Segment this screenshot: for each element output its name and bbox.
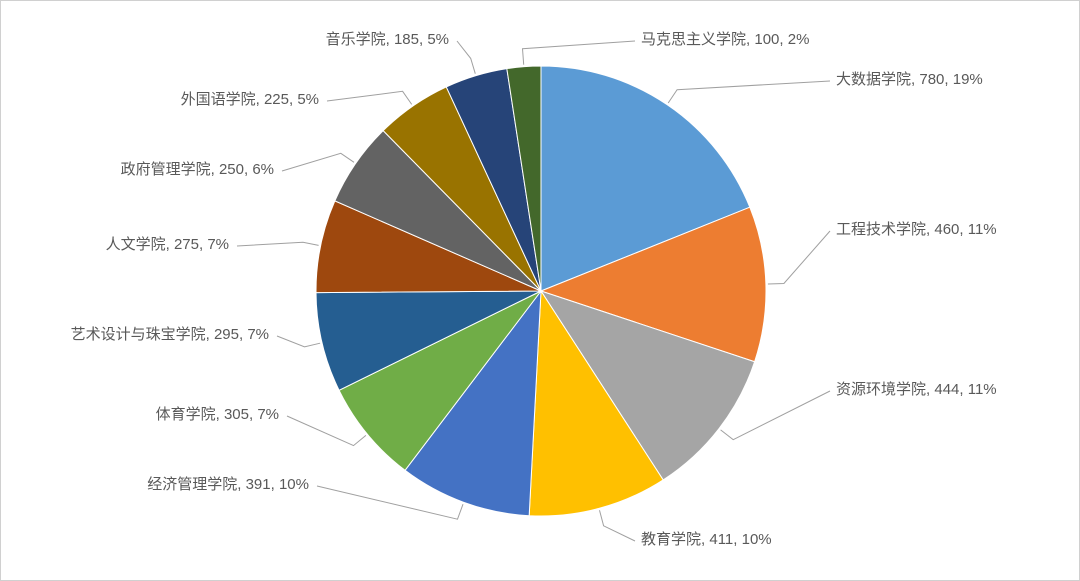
slice-label-value: 275 [174, 236, 199, 253]
leader-line [600, 510, 636, 541]
leader-line [668, 81, 830, 103]
slice-label-value: 295 [214, 326, 239, 343]
leader-line [327, 91, 412, 104]
slice-label-value: 411 [709, 531, 733, 548]
slice-label-percent: 11% [968, 381, 997, 398]
slice-label-name: 教育学院 [641, 531, 701, 548]
leader-line [457, 41, 475, 74]
slice-label-name: 体育学院 [156, 406, 216, 423]
slice-label-percent: 5% [427, 31, 449, 48]
slice-label-name: 政府管理学院 [121, 161, 211, 178]
slice-label: 人文学院, 275, 7% [106, 236, 229, 254]
slice-label: 马克思主义学院, 100, 2% [641, 31, 809, 49]
leader-line [237, 242, 319, 246]
slice-label-value: 225 [264, 91, 289, 108]
slice-label: 音乐学院, 185, 5% [326, 31, 449, 49]
slice-label: 外国语学院, 225, 5% [181, 91, 319, 109]
slice-label-name: 艺术设计与珠宝学院 [71, 326, 206, 343]
slice-label-value: 780 [919, 71, 944, 88]
pie-chart-container: 大数据学院, 780, 19% 工程技术学院, 460, 11% 资源环境学院, 4… [0, 0, 1080, 581]
slice-label-name: 资源环境学院 [836, 381, 926, 398]
slice-label-value: 185 [394, 31, 419, 48]
slice-label-value: 305 [224, 406, 249, 423]
leader-line [287, 416, 366, 446]
slice-label-value: 444 [934, 381, 959, 398]
slice-label-name: 人文学院 [106, 236, 166, 253]
slice-label: 教育学院, 411, 10% [641, 531, 772, 549]
slice-label-percent: 19% [953, 71, 983, 88]
slice-label-percent: 5% [297, 91, 319, 108]
slice-label-name: 工程技术学院 [836, 221, 926, 238]
slice-label-percent: 7% [247, 326, 269, 343]
leader-line [768, 231, 830, 284]
slice-label-name: 经济管理学院 [147, 476, 237, 493]
slice-label: 资源环境学院, 444, 11% [836, 381, 997, 399]
slice-label-value: 250 [219, 161, 244, 178]
slice-label: 体育学院, 305, 7% [156, 406, 279, 424]
slice-label-value: 460 [934, 221, 959, 238]
slice-label-percent: 6% [252, 161, 274, 178]
slice-label: 艺术设计与珠宝学院, 295, 7% [71, 326, 269, 344]
slice-label-percent: 11% [968, 221, 997, 238]
slice-label-percent: 7% [207, 236, 229, 253]
leader-line [523, 41, 636, 65]
slice-label-percent: 2% [788, 31, 810, 48]
slice-label-value: 391 [246, 476, 271, 493]
slice-label: 经济管理学院, 391, 10% [147, 476, 309, 494]
slice-label: 工程技术学院, 460, 11% [836, 221, 997, 239]
slice-label-value: 100 [754, 31, 779, 48]
slice-label-percent: 10% [279, 476, 309, 493]
slice-label: 政府管理学院, 250, 6% [121, 161, 274, 179]
slice-label: 大数据学院, 780, 19% [836, 71, 983, 89]
slice-label-name: 音乐学院 [326, 31, 386, 48]
slice-label-name: 外国语学院 [181, 91, 256, 108]
leader-line [277, 336, 320, 347]
slice-label-name: 大数据学院 [836, 71, 911, 88]
leader-line [282, 153, 354, 171]
slice-label-percent: 10% [742, 531, 772, 548]
slice-label-percent: 7% [257, 406, 279, 423]
slice-label-name: 马克思主义学院 [641, 31, 746, 48]
